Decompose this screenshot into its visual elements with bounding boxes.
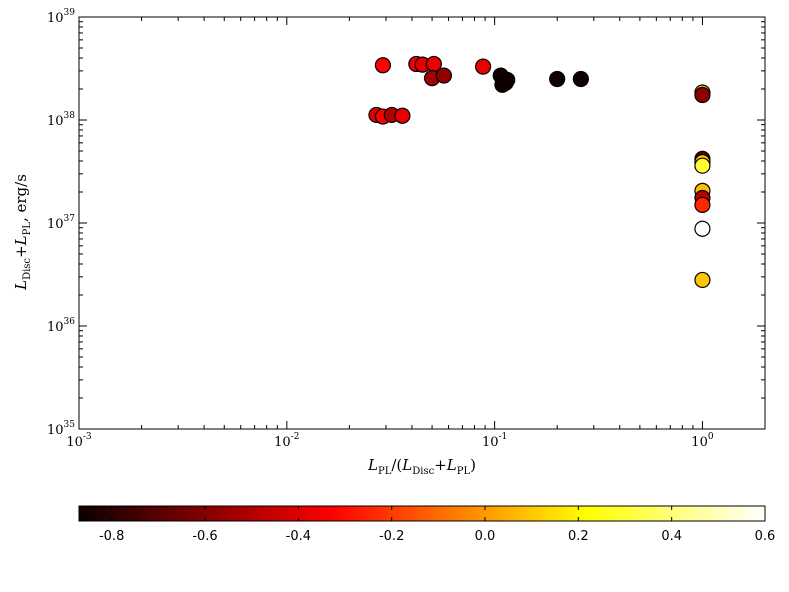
colorbar-tick-label: -0.6 [192,529,217,544]
colorbar-tick-label: -0.4 [286,529,311,544]
colorbar-tick-label: -0.2 [379,529,404,544]
y-tick-label: 1039 [47,8,75,26]
data-point [694,196,711,213]
data-point [435,67,452,84]
y-axis-title: LDisc+LPL, erg/s [12,174,33,291]
colorbar-ticks [111,506,766,521]
data-point [694,271,711,289]
x-tick-label: 10-1 [482,432,507,450]
colorbar-tick-label: 0.6 [755,529,776,544]
plot-area: 10-3 10-2 10-1 100 1035 1036 1037 1038 1039 [47,8,766,450]
colorbar-tick-labels: -0.8 -0.6 -0.4 -0.2 0.0 0.2 0.4 0.6 [99,529,775,544]
axis-ticks [78,16,766,430]
x-tick-label: 10-2 [274,432,299,450]
data-point [474,58,492,75]
colorbar-tick-label: 0.0 [475,529,496,544]
data-point [694,86,711,104]
y-tick-label: 1036 [47,317,75,335]
colorbar-tick-label: 0.4 [661,529,682,544]
x-tick-label: 100 [691,432,714,450]
data-point [499,71,516,89]
x-tick-label: 10-3 [66,432,92,450]
axis-tick-labels: 10-3 10-2 10-1 100 1035 1036 1037 1038 1039 [47,8,714,450]
colorbar-tick-label: 0.2 [568,529,589,544]
y-tick-label: 1037 [47,214,75,232]
data-point [394,107,411,124]
colorbar-tick-label: -0.8 [99,529,124,544]
colorbar: -0.8 -0.6 -0.4 -0.2 0.0 0.2 0.4 0.6 [78,505,775,544]
scatter-points [368,55,711,289]
y-tick-label: 1038 [47,111,75,129]
data-point [374,57,392,74]
data-point [694,220,711,237]
colorbar-gradient [78,505,766,522]
data-point [572,70,589,88]
x-axis-title: LPL/(LDisc+LPL) [367,456,476,477]
data-point [694,157,711,174]
y-tick-label: 1035 [47,420,75,438]
plot-frame [78,16,766,430]
data-point [549,70,566,88]
